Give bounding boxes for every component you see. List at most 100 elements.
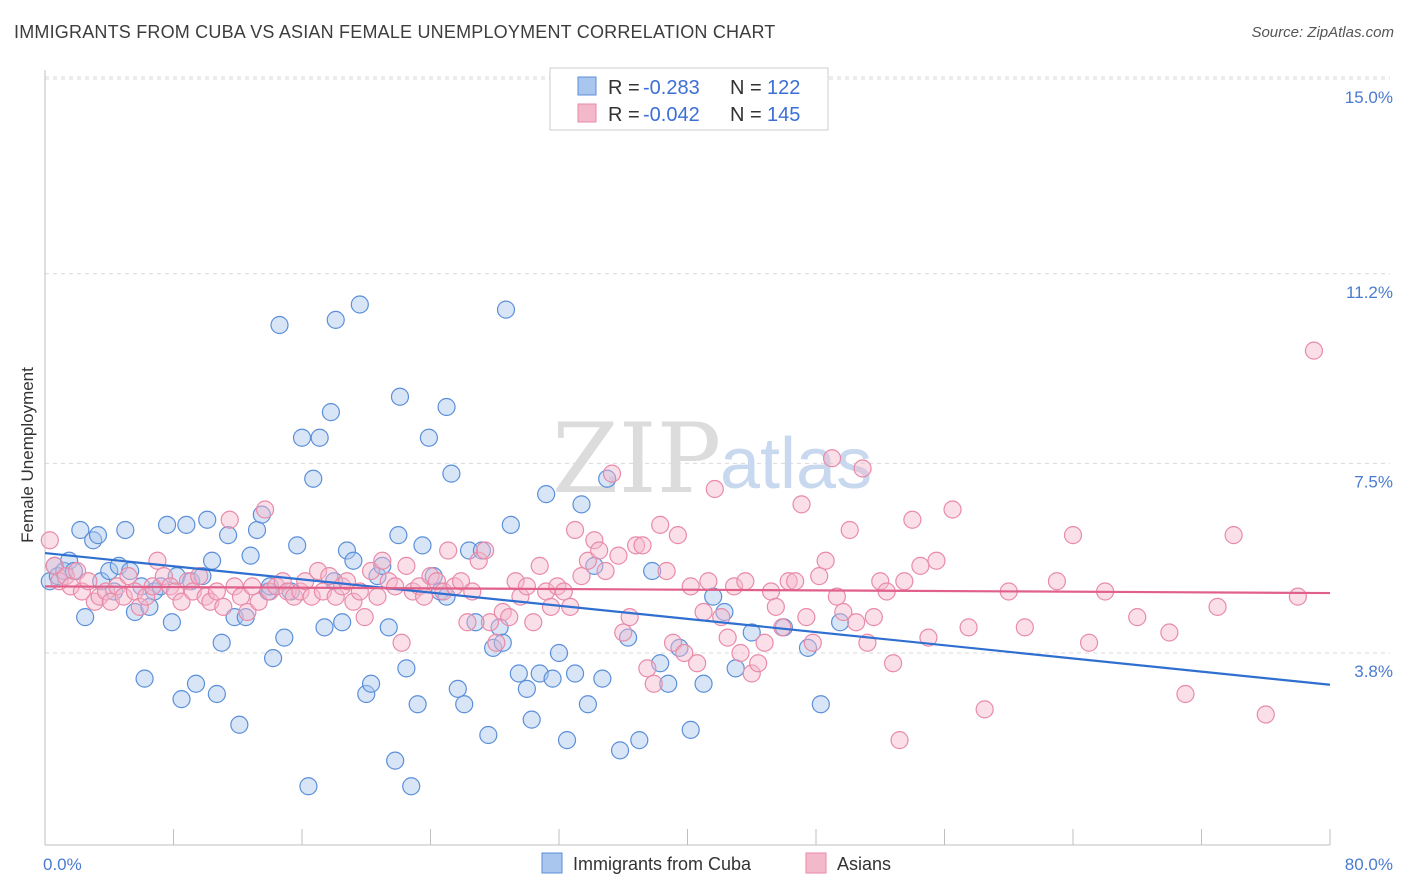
data-point bbox=[157, 515, 177, 534]
data-point bbox=[565, 520, 585, 540]
data-point bbox=[517, 577, 536, 596]
data-point bbox=[270, 315, 289, 335]
data-point bbox=[718, 628, 737, 647]
data-point bbox=[598, 469, 617, 488]
data-point bbox=[578, 695, 598, 714]
axes: 0.0% 80.0% bbox=[43, 70, 1393, 874]
data-point bbox=[834, 602, 853, 622]
data-point bbox=[1208, 597, 1227, 616]
data-point bbox=[517, 679, 536, 698]
data-point bbox=[397, 556, 416, 575]
data-point bbox=[162, 613, 181, 632]
data-point bbox=[455, 695, 474, 714]
data-point bbox=[480, 613, 500, 632]
legend-n-label-pink: N = bbox=[730, 104, 762, 126]
data-point bbox=[402, 777, 421, 796]
data-point bbox=[479, 725, 498, 745]
data-point bbox=[668, 526, 687, 545]
data-point bbox=[437, 397, 456, 417]
legend-swatch-blue bbox=[577, 76, 597, 96]
data-point bbox=[830, 613, 850, 632]
data-point bbox=[827, 587, 846, 606]
data-point bbox=[186, 674, 206, 693]
data-point bbox=[638, 659, 657, 678]
data-point bbox=[397, 659, 416, 678]
data-point bbox=[207, 582, 226, 601]
data-point bbox=[798, 638, 818, 657]
data-point bbox=[864, 608, 883, 627]
data-point bbox=[114, 587, 133, 606]
data-point bbox=[177, 515, 196, 534]
data-point bbox=[238, 602, 257, 622]
data-point bbox=[137, 587, 156, 606]
data-point bbox=[263, 649, 283, 668]
data-point bbox=[975, 700, 994, 719]
data-point bbox=[903, 510, 922, 529]
data-point bbox=[766, 597, 785, 616]
data-point bbox=[389, 526, 408, 545]
data-point bbox=[1079, 633, 1099, 652]
data-point bbox=[792, 495, 811, 514]
data-point bbox=[803, 633, 822, 652]
data-point bbox=[614, 623, 633, 642]
data-point bbox=[1224, 526, 1243, 545]
data-point bbox=[408, 695, 427, 714]
legend-n-value-blue: 122 bbox=[767, 77, 800, 99]
trend-line-cuba bbox=[44, 551, 1331, 686]
data-point bbox=[749, 654, 768, 673]
data-point bbox=[198, 510, 217, 529]
data-point bbox=[1256, 705, 1275, 724]
data-point bbox=[68, 561, 87, 581]
bottom-legend-swatch-pink bbox=[805, 852, 827, 874]
data-point bbox=[344, 592, 363, 611]
data-point bbox=[786, 572, 805, 591]
data-point bbox=[1063, 526, 1083, 545]
data-point bbox=[434, 582, 453, 601]
data-point bbox=[1176, 684, 1195, 704]
data-point bbox=[148, 551, 167, 570]
data-point bbox=[56, 567, 75, 586]
data-point bbox=[593, 669, 612, 688]
legend-r-label-pink: R = bbox=[608, 104, 640, 126]
data-point bbox=[572, 495, 591, 514]
data-point bbox=[755, 633, 774, 652]
data-point bbox=[88, 526, 108, 545]
data-point bbox=[252, 505, 271, 524]
data-point bbox=[190, 567, 209, 586]
data-point bbox=[310, 428, 329, 447]
y-tick-label: 3.8% bbox=[1354, 662, 1393, 681]
data-point bbox=[413, 536, 432, 555]
data-point bbox=[620, 608, 639, 627]
watermark-atlas: atlas bbox=[720, 424, 872, 504]
data-point bbox=[116, 520, 135, 540]
data-point bbox=[308, 561, 328, 581]
bottom-legend-label-asians: Asians bbox=[837, 854, 891, 874]
data-point bbox=[368, 587, 387, 606]
data-point bbox=[847, 613, 866, 632]
data-point bbox=[333, 613, 352, 632]
data-point bbox=[172, 690, 191, 709]
data-point bbox=[578, 551, 598, 570]
data-point bbox=[626, 536, 646, 555]
legend-r-label-blue: R = bbox=[608, 77, 640, 99]
data-point bbox=[797, 608, 816, 627]
data-point bbox=[427, 572, 447, 591]
y-tick-label: 15.0% bbox=[1345, 88, 1393, 107]
legend-n-value-pink: 145 bbox=[767, 104, 800, 126]
data-point bbox=[275, 628, 294, 647]
data-point bbox=[219, 526, 238, 545]
data-point bbox=[119, 567, 138, 586]
data-point bbox=[736, 572, 755, 591]
data-point bbox=[304, 469, 323, 488]
data-point bbox=[663, 633, 683, 652]
data-point bbox=[135, 669, 154, 688]
data-point bbox=[549, 643, 569, 663]
data-point bbox=[326, 310, 345, 329]
data-point bbox=[379, 618, 398, 637]
data-point bbox=[212, 633, 231, 652]
data-point bbox=[694, 602, 713, 622]
data-point bbox=[172, 592, 191, 611]
data-point bbox=[321, 403, 341, 422]
watermark: ZIP atlas bbox=[552, 403, 872, 515]
data-point bbox=[247, 520, 267, 540]
